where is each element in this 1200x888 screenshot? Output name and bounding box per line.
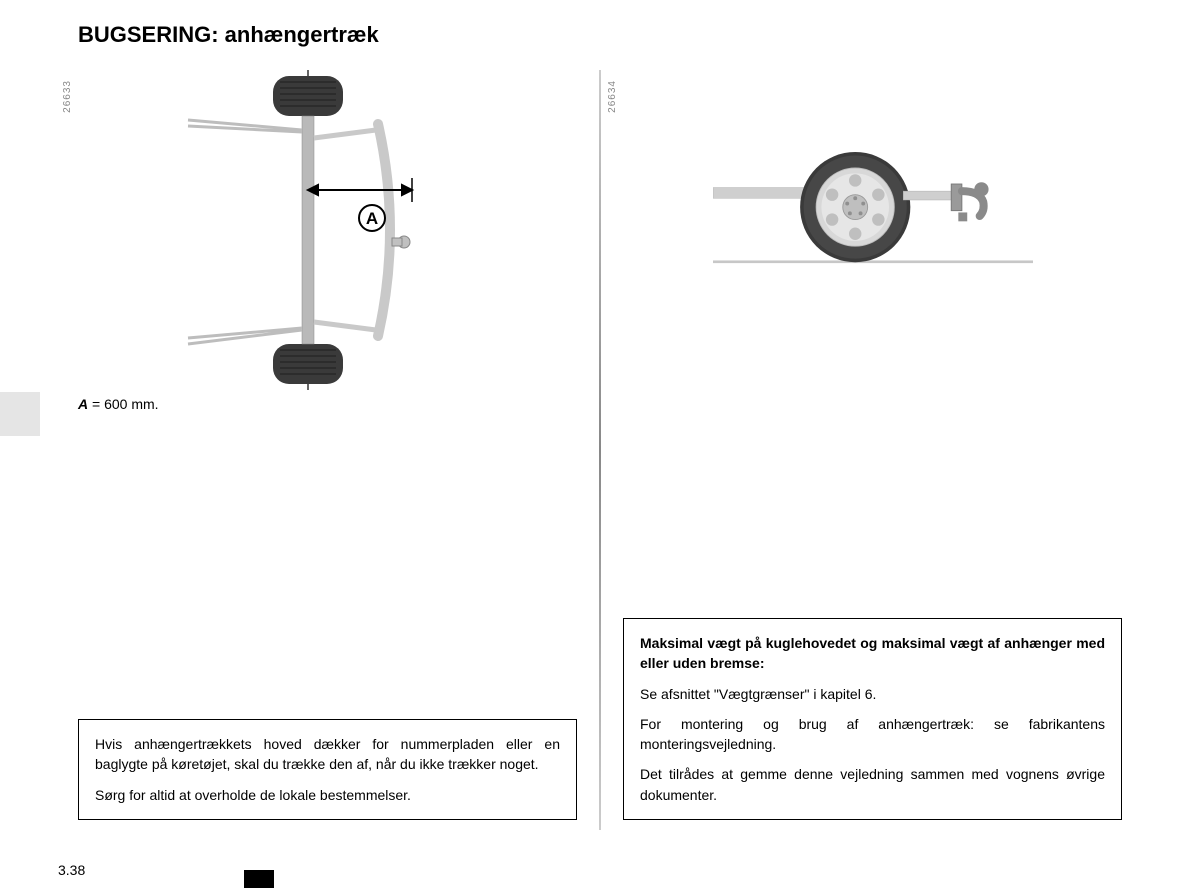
left-note-p2: Sørg for altid at overholde de lokale be… [95, 785, 560, 805]
dimension-equals: = [88, 396, 104, 412]
side-view-diagram [713, 90, 1033, 310]
page-number: 3.38 [58, 862, 85, 878]
column-divider [599, 70, 601, 830]
right-note-heading: Maksimal vægt på kuglehovedet og maksima… [640, 633, 1105, 674]
page-title: BUGSERING: anhængertræk [78, 22, 1140, 48]
dimension-number: 600 mm. [104, 396, 158, 412]
content-columns: 26633 [60, 70, 1140, 840]
dimension-value: A = 600 mm. [78, 396, 577, 412]
right-column: 26634 [605, 70, 1140, 840]
right-note-p1: Se afsnittet "Vægtgrænser" i kapitel 6. [640, 684, 1105, 704]
bottom-crop-mark [244, 870, 274, 888]
dimension-letter: A [78, 396, 88, 412]
left-note-box: Hvis anhængertrækkets hoved dækker for n… [78, 719, 577, 820]
right-figure-code: 26634 [607, 80, 618, 113]
manual-page: BUGSERING: anhængertræk 26633 [0, 0, 1200, 888]
top-view-diagram: A [168, 70, 488, 390]
right-note-p3: Det tilrådes at gemme denne vejledning s… [640, 764, 1105, 805]
left-figure-code: 26633 [62, 80, 73, 113]
svg-text:A: A [365, 209, 377, 228]
right-note-box: Maksimal vægt på kuglehovedet og maksima… [623, 618, 1122, 820]
right-note-p2: For montering og brug af anhængertræk: s… [640, 714, 1105, 755]
left-column: 26633 [60, 70, 595, 840]
left-note-p1: Hvis anhængertrækkets hoved dækker for n… [95, 734, 560, 775]
